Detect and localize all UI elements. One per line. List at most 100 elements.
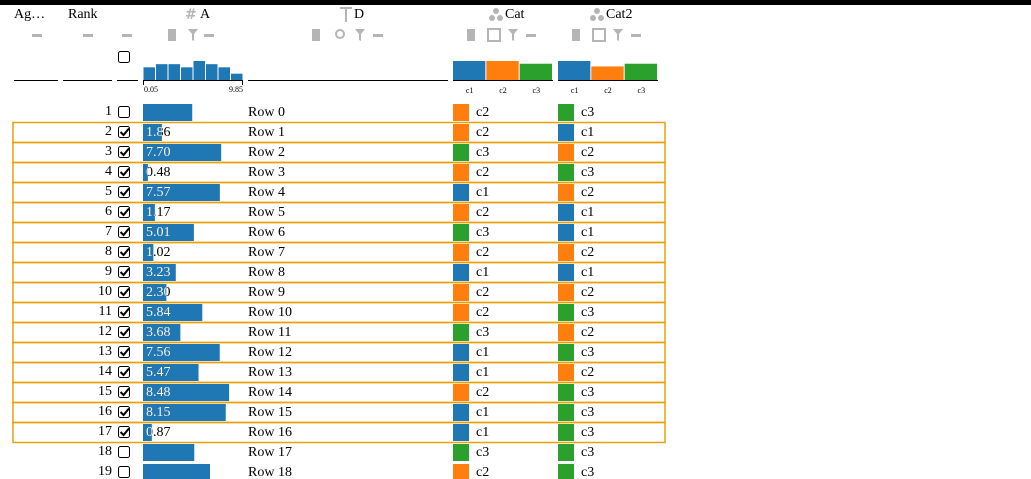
row-checkbox[interactable] [118, 426, 130, 438]
header-label[interactable]: Ag… [14, 7, 45, 22]
cat-swatch [453, 264, 469, 281]
cat2-label: c2 [581, 145, 594, 160]
checkmark [119, 187, 130, 197]
row[interactable]: 19 Row 18 c2 c3 [98, 464, 594, 479]
row-checkbox[interactable] [118, 186, 130, 198]
select-all-checkbox[interactable] [118, 51, 130, 63]
rank: 10 [98, 284, 112, 299]
toolbar[interactable] [32, 28, 641, 42]
rank: 4 [105, 164, 112, 179]
rank: 17 [98, 424, 112, 439]
a-value-inverse: 8.48 [146, 385, 171, 400]
cat2-swatch [558, 224, 574, 241]
cat-swatch [453, 104, 469, 121]
row[interactable]: 15 8.488.48 Row 14 c2 c3 [12, 381, 666, 404]
checkmark [119, 367, 130, 377]
row[interactable]: 11 5.845.84 Row 10 c2 c3 [12, 301, 666, 324]
row-checkbox[interactable] [118, 206, 130, 218]
cat-label: c3 [476, 325, 489, 340]
row-checkbox[interactable] [118, 286, 130, 298]
row[interactable]: 13 7.567.56 Row 12 c1 c3 [12, 341, 666, 364]
cat2-label: c2 [581, 365, 594, 380]
header-label[interactable]: D [354, 7, 364, 22]
row-checkbox[interactable] [118, 166, 130, 178]
cat-swatch [453, 224, 469, 241]
cat2-swatch [558, 304, 574, 321]
top-bar [0, 0, 1031, 5]
cat2-label: c3 [581, 405, 594, 420]
row[interactable]: 9 3.233.23 Row 8 c1 c1 [12, 261, 666, 284]
row[interactable]: 10 2.302.30 Row 9 c2 c2 [12, 281, 666, 304]
row-checkbox[interactable] [118, 406, 130, 418]
row-checkbox[interactable] [118, 246, 130, 258]
row[interactable]: 3 7.707.70 Row 2 c3 c2 [12, 141, 666, 164]
d-label: Row 0 [248, 105, 285, 120]
row[interactable]: 16 8.158.15 Row 15 c1 c3 [12, 401, 666, 424]
checkmark [119, 147, 130, 157]
header-label[interactable]: A [200, 7, 211, 22]
a-bar [143, 324, 181, 341]
histogram-bar [193, 61, 205, 80]
cat2-label: c3 [581, 445, 594, 460]
cat-label: c2 [476, 465, 489, 479]
a-bar [143, 244, 154, 261]
row[interactable]: 8 1.021.02 Row 7 c2 c2 [12, 241, 666, 264]
row[interactable]: 6 1.171.17 Row 5 c2 c1 [12, 201, 666, 224]
d-label: Row 14 [248, 385, 292, 400]
cat-swatch [453, 384, 469, 401]
category-summary-bar [558, 61, 591, 80]
cat2-label: c3 [581, 425, 594, 440]
cat2-swatch [558, 164, 574, 181]
row-checkbox[interactable] [118, 326, 130, 338]
row-checkbox[interactable] [118, 306, 130, 318]
row[interactable]: 5 7.577.57 Row 4 c1 c2 [12, 181, 666, 204]
category-summary-label: c1 [571, 86, 579, 95]
header-label[interactable]: Rank [68, 7, 98, 22]
category-icon [489, 8, 503, 21]
a-value-inverse: 5.01 [146, 225, 171, 240]
rank: 12 [98, 324, 112, 339]
rank: 15 [98, 384, 112, 399]
rank: 6 [105, 204, 112, 219]
row[interactable]: 7 5.015.01 Row 6 c3 c1 [12, 221, 666, 244]
cat-swatch [453, 304, 469, 321]
row-checkbox[interactable] [118, 126, 130, 138]
checkmark [119, 347, 130, 357]
a-value-inverse: 7.57 [146, 185, 171, 200]
row[interactable]: 4 0.480.48 Row 3 c2 c3 [12, 161, 666, 184]
cat2-label: c1 [581, 125, 594, 140]
row-checkbox[interactable] [118, 386, 130, 398]
row-checkbox[interactable] [118, 106, 130, 118]
rank: 16 [98, 404, 112, 419]
a-bar [143, 384, 230, 401]
a-value: 5.01 [146, 225, 171, 240]
row-checkbox[interactable] [118, 446, 130, 458]
row-checkbox[interactable] [118, 266, 130, 278]
row[interactable]: 14 5.475.47 Row 13 c1 c2 [12, 361, 666, 384]
row[interactable]: 17 0.870.87 Row 16 c1 c3 [12, 421, 666, 444]
d-label: Row 13 [248, 365, 292, 380]
row-checkbox[interactable] [118, 466, 130, 478]
cat-label: c2 [476, 205, 489, 220]
row-checkbox[interactable] [118, 146, 130, 158]
a-value-inverse: 7.56 [146, 345, 171, 360]
a-bar [143, 124, 162, 141]
row[interactable]: 12 3.683.68 Row 11 c3 c2 [12, 321, 666, 344]
row-checkbox[interactable] [118, 366, 130, 378]
checkmark [119, 427, 130, 437]
category-icon [590, 8, 604, 21]
cat-swatch [453, 344, 469, 361]
row[interactable]: 1 Row 0 c2 c3 [105, 104, 594, 121]
hist-min-label: 0.05 [144, 85, 158, 94]
row[interactable]: 2 1.861.86 Row 1 c2 c1 [12, 121, 666, 144]
row-checkbox[interactable] [118, 346, 130, 358]
header-label[interactable]: Cat2 [606, 7, 632, 22]
cat-label: c2 [476, 105, 489, 120]
d-label: Row 3 [248, 165, 285, 180]
cat-label: c1 [476, 265, 489, 280]
header-label[interactable]: Cat [505, 7, 525, 22]
row-checkbox[interactable] [118, 226, 130, 238]
a-bar [143, 204, 155, 221]
a-value: 0.48 [146, 165, 171, 180]
row[interactable]: 18 Row 17 c3 c3 [98, 444, 594, 461]
